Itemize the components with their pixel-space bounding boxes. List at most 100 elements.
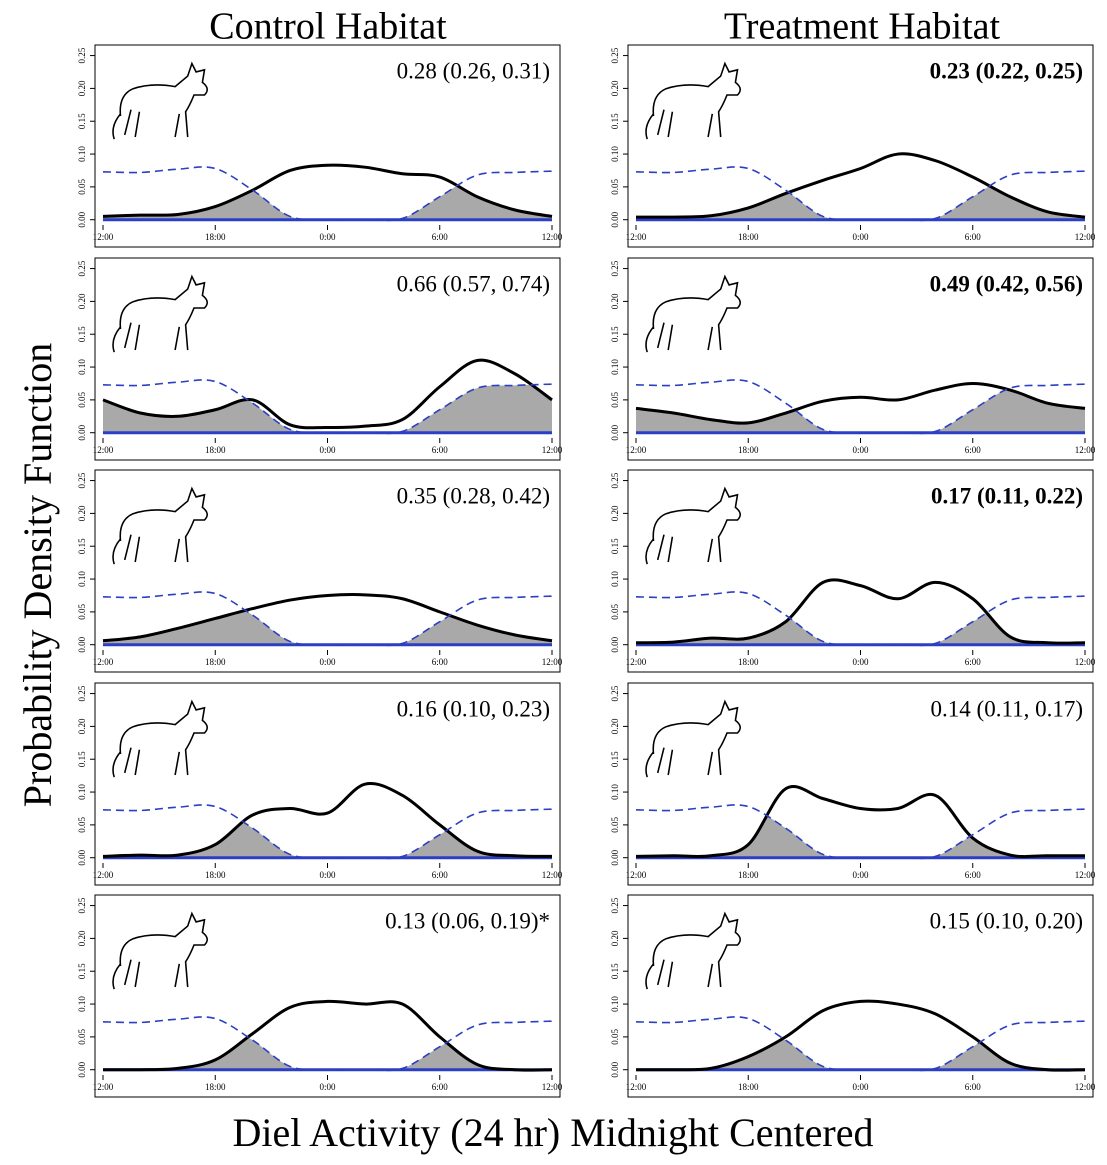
y-tick-label: 0.10 [77,146,87,162]
y-tick-label: 0.20 [77,293,87,309]
overlap-annotation: 0.66 (0.57, 0.74) [397,271,550,296]
x-tick-label: 18:00 [205,232,226,242]
y-tick-label: 0.05 [610,392,620,408]
y-tick-label: 0.05 [77,817,87,833]
panel: 0.000.050.100.150.200.2512:0018:000:006:… [610,258,1096,460]
panel: 0.000.050.100.150.200.2512:0018:000:006:… [610,895,1096,1097]
x-tick-label: 12:00 [542,870,563,880]
y-tick-label: 0.15 [77,538,87,554]
x-tick-label: 0:00 [852,870,869,880]
animal-icon [113,489,207,565]
x-tick-label: 12:00 [93,1082,114,1092]
y-tick-label: 0.25 [610,685,620,701]
x-tick-label: 0:00 [852,1082,869,1092]
density-line [636,1017,1085,1070]
y-tick-label: 0.15 [77,326,87,342]
y-tick-label: 0.00 [77,849,87,865]
x-tick-label: 0:00 [319,445,336,455]
y-tick-label: 0.25 [77,472,87,488]
y-tick-label: 0.15 [610,751,620,767]
animal-icon [113,914,207,990]
animal-icon [646,702,740,778]
density-line [103,1001,552,1070]
y-tick-label: 0.15 [610,326,620,342]
x-tick-label: 12:00 [1075,232,1096,242]
y-tick-label: 0.15 [610,113,620,129]
y-tick-label: 0.10 [610,784,620,800]
x-tick-label: 18:00 [738,657,759,667]
y-tick-label: 0.00 [77,1061,87,1077]
x-tick-label: 12:00 [542,445,563,455]
y-tick-label: 0.00 [610,424,620,440]
x-tick-label: 0:00 [319,232,336,242]
x-tick-label: 18:00 [205,445,226,455]
density-line [636,580,1085,643]
x-tick-label: 0:00 [319,870,336,880]
overlap-annotation: 0.17 (0.11, 0.22) [931,483,1083,508]
density-line [636,787,1085,857]
x-tick-label: 12:00 [542,1082,563,1092]
x-tick-label: 12:00 [626,1082,647,1092]
y-tick-label: 0.00 [610,849,620,865]
y-tick-label: 0.15 [610,538,620,554]
x-tick-label: 6:00 [432,232,449,242]
y-tick-label: 0.05 [77,179,87,195]
overlap-area [636,816,1085,858]
x-tick-label: 12:00 [626,232,647,242]
animal-icon [646,277,740,353]
y-tick-label: 0.15 [77,751,87,767]
overlap-annotation: 0.16 (0.10, 0.23) [397,696,550,721]
y-tick-label: 0.00 [77,424,87,440]
y-tick-label: 0.10 [77,784,87,800]
y-tick-label: 0.20 [77,80,87,96]
x-tick-label: 18:00 [205,657,226,667]
y-tick-label: 0.05 [610,1029,620,1045]
y-tick-label: 0.25 [77,260,87,276]
y-tick-label: 0.15 [77,113,87,129]
y-tick-label: 0.00 [610,1061,620,1077]
x-tick-label: 6:00 [432,1082,449,1092]
x-tick-label: 18:00 [738,232,759,242]
x-tick-label: 6:00 [965,232,982,242]
y-tick-label: 0.00 [77,636,87,652]
figure: Control Habitat Treatment Habitat Probab… [0,0,1107,1160]
x-tick-label: 18:00 [205,1082,226,1092]
panel: 0.000.050.100.150.200.2512:0018:000:006:… [77,470,563,672]
x-tick-label: 6:00 [965,657,982,667]
overlap-area [636,187,1085,220]
overlap-area [103,385,552,433]
y-tick-label: 0.10 [610,996,620,1012]
y-tick-label: 0.05 [77,392,87,408]
y-tick-label: 0.10 [610,146,620,162]
x-tick-label: 0:00 [852,445,869,455]
column-title: Treatment Habitat [724,6,1001,48]
y-tick-label: 0.05 [610,817,620,833]
column-title: Control Habitat [209,6,447,48]
y-tick-label: 0.00 [610,211,620,227]
y-tick-label: 0.25 [610,260,620,276]
x-tick-label: 6:00 [432,870,449,880]
page: {"figure": {"column_titles": ["Control H… [0,0,1107,1160]
overlap-annotation: 0.28 (0.26, 0.31) [397,58,550,83]
y-tick-label: 0.20 [77,930,87,946]
x-tick-label: 12:00 [1075,445,1096,455]
density-line [103,784,552,857]
x-tick-label: 18:00 [205,870,226,880]
x-tick-label: 0:00 [319,657,336,667]
x-tick-label: 6:00 [965,1082,982,1092]
y-tick-label: 0.10 [77,359,87,375]
x-tick-label: 12:00 [542,657,563,667]
y-tick-label: 0.20 [610,930,620,946]
y-tick-label: 0.25 [77,47,87,63]
x-tick-label: 12:00 [1075,1082,1096,1092]
animal-icon [113,702,207,778]
x-tick-label: 12:00 [626,445,647,455]
overlap-annotation: 0.14 (0.11, 0.17) [931,696,1083,721]
y-tick-label: 0.20 [610,80,620,96]
overlap-area [103,1038,552,1070]
y-tick-label: 0.25 [77,685,87,701]
y-tick-label: 0.10 [77,996,87,1012]
